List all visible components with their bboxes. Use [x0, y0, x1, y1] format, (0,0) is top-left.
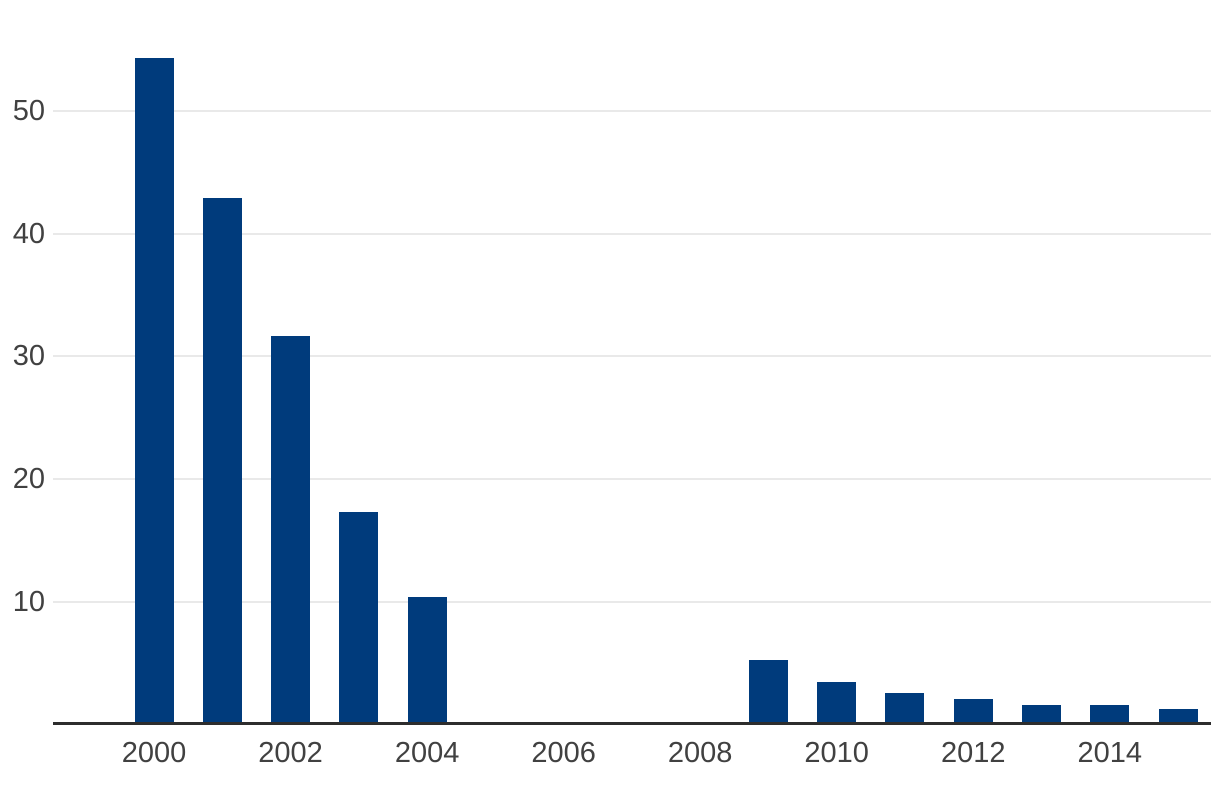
x-tick-label-2010: 2010 [804, 737, 869, 769]
bar-2009 [748, 659, 788, 725]
x-tick-label-2012: 2012 [940, 737, 1006, 769]
x-tick-label-2000: 2000 [121, 737, 187, 769]
gridline-y-30 [53, 355, 1211, 358]
y-tick-label-10: 10 [12, 585, 45, 618]
x-tick-label-2006: 2006 [531, 737, 596, 769]
gridline-y-20 [53, 478, 1211, 481]
y-tick-label-50: 50 [12, 95, 45, 127]
y-tick-label-20: 20 [12, 463, 45, 496]
bar-2002 [271, 335, 311, 725]
x-tick-label-2002: 2002 [258, 737, 323, 769]
gridline-y-10 [53, 600, 1211, 603]
x-tick-label-2014: 2014 [1077, 737, 1143, 769]
bar-2003 [339, 512, 379, 725]
bar-2015 [1158, 708, 1198, 725]
bar-2001 [202, 198, 242, 725]
bar-2011 [885, 692, 925, 725]
y-tick-label-40: 40 [12, 217, 45, 250]
bar-2012 [953, 698, 993, 725]
bar-2013 [1022, 704, 1061, 725]
bar-2014 [1090, 704, 1130, 725]
gridline-y-50 [53, 110, 1211, 112]
x-axis-line [53, 722, 1211, 725]
bar-2010 [817, 681, 857, 725]
bar-2004 [407, 596, 447, 725]
gridline-y-40 [53, 232, 1211, 235]
bar-2000 [134, 58, 174, 725]
y-tick-label-30: 30 [12, 340, 45, 373]
x-tick-label-2004: 2004 [394, 737, 460, 769]
x-tick-label-2008: 2008 [667, 737, 733, 769]
